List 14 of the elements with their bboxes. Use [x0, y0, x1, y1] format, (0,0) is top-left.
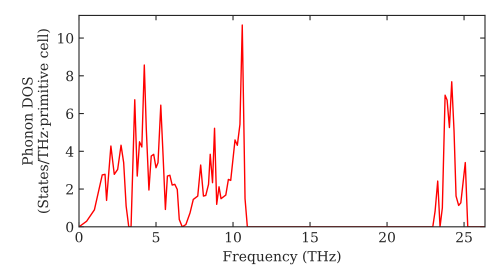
y-tick-label: 6: [66, 108, 74, 120]
x-axis-title: Frequency (THz): [223, 250, 340, 264]
x-tick-label: 0: [75, 232, 82, 242]
y-axis-title: Phonon DOS (States/THz·primitive cell): [22, 29, 51, 213]
y-tick-label: 10: [58, 33, 74, 44]
x-tick-label: 5: [152, 232, 160, 242]
x-tick-label: 10: [226, 232, 241, 242]
x-tick-label: 20: [379, 232, 395, 242]
y-tick-label: 2: [66, 184, 73, 194]
x-tick-label: 15: [302, 232, 318, 242]
y-tick-label: 0: [66, 222, 74, 232]
y-tick-label: 4: [66, 146, 74, 157]
y-tick-label: 8: [66, 70, 74, 82]
x-tick-label: 25: [456, 232, 472, 242]
